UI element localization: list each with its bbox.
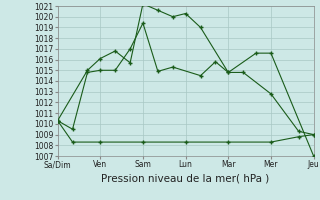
X-axis label: Pression niveau de la mer( hPa ): Pression niveau de la mer( hPa ) <box>101 173 270 183</box>
